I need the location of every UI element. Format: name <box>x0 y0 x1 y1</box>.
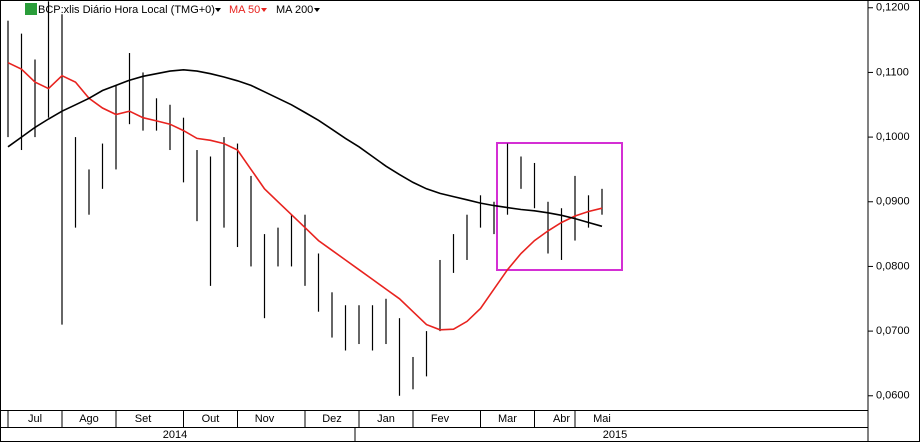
indicator-ma200[interactable]: MA 200 <box>276 4 313 16</box>
x-tick-label: Set <box>135 413 152 425</box>
x-tick-label: Mar <box>498 413 517 425</box>
header: BCP:xlis Diário Hora Local (TMG+0) MA 50… <box>25 3 320 16</box>
dropdown[interactable] <box>314 8 320 12</box>
y-tick-label: 0,0700 <box>876 325 910 337</box>
symbol: BCP:xlis Diário Hora Local (TMG+0) <box>38 4 215 16</box>
y-tick-label: 0,1100 <box>876 66 909 78</box>
dropdown[interactable] <box>215 8 221 12</box>
y-tick-label: 0,0900 <box>876 196 910 208</box>
x-tick-label: Jan <box>377 413 395 425</box>
x-tick-label: Ago <box>79 413 99 425</box>
y-tick-label: 0,1200 <box>876 2 910 14</box>
y-tick-label: 0,1000 <box>876 131 910 143</box>
dropdown[interactable] <box>261 8 267 12</box>
symbol-icon <box>25 3 37 15</box>
moving-average <box>7 68 603 228</box>
x-tick-label: Out <box>202 413 220 425</box>
x-tick-label: Mai <box>593 413 611 425</box>
y-tick-label: 0,0800 <box>876 260 910 272</box>
y-tick-label: 0,0600 <box>876 390 910 402</box>
year-label: 2015 <box>603 429 627 441</box>
x-tick-label: Abr <box>553 413 570 425</box>
x-tick-label: Fev <box>431 413 450 425</box>
x-tick-label: Dez <box>322 413 342 425</box>
moving-average <box>7 61 603 331</box>
year-label: 2014 <box>163 429 187 441</box>
indicator-ma50[interactable]: MA 50 <box>229 4 260 16</box>
x-tick-label: Nov <box>255 413 275 425</box>
x-tick-label: Jul <box>28 413 42 425</box>
